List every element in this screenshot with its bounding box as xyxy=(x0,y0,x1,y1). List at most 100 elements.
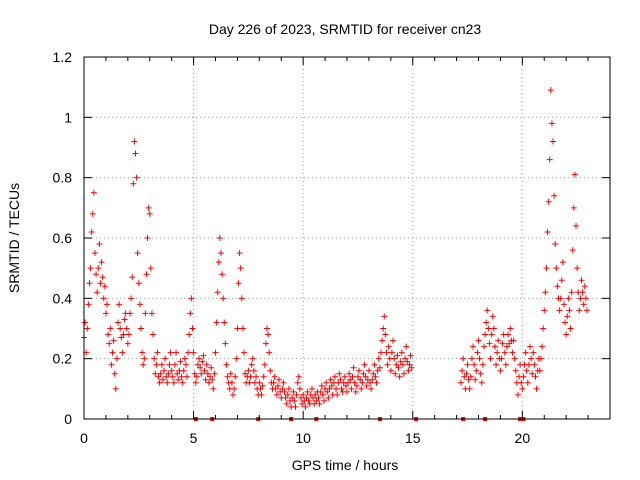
data-point xyxy=(408,364,415,371)
data-point xyxy=(227,370,234,377)
data-point xyxy=(91,250,98,257)
data-point xyxy=(196,355,203,362)
data-point xyxy=(371,361,378,368)
data-point xyxy=(201,367,208,374)
data-point xyxy=(145,204,152,211)
data-point xyxy=(359,379,366,386)
data-point xyxy=(318,382,325,389)
data-point xyxy=(240,349,247,356)
data-point xyxy=(498,355,505,362)
data-point xyxy=(406,361,413,368)
data-point xyxy=(313,397,320,404)
data-point xyxy=(152,370,159,377)
y-axis-title: SRMTID / TECUs xyxy=(6,183,22,293)
y-tick-label: 0.8 xyxy=(53,170,73,186)
data-point xyxy=(319,391,326,398)
data-point xyxy=(130,180,137,187)
data-point xyxy=(369,376,376,383)
x-tick-label: 10 xyxy=(295,430,311,446)
data-point xyxy=(326,385,333,392)
data-point xyxy=(530,349,537,356)
data-point xyxy=(391,355,398,362)
data-point xyxy=(104,301,111,308)
data-point xyxy=(116,301,123,308)
data-point xyxy=(163,373,170,380)
x-tick-labels: 0 5 10 15 20 xyxy=(80,430,530,446)
data-point xyxy=(125,331,132,338)
data-point xyxy=(202,376,209,383)
data-point xyxy=(146,210,153,217)
data-point xyxy=(463,370,470,377)
data-point xyxy=(352,388,359,395)
data-point xyxy=(297,394,304,401)
chart-title: Day 226 of 2023, SRMTID for receiver cn2… xyxy=(209,21,482,37)
data-point xyxy=(155,373,162,380)
data-point xyxy=(528,355,535,362)
data-point xyxy=(466,385,473,392)
data-point xyxy=(117,325,124,332)
data-point xyxy=(475,337,482,344)
data-point xyxy=(164,379,171,386)
data-point xyxy=(501,349,508,356)
data-point xyxy=(111,370,118,377)
data-point xyxy=(242,370,249,377)
data-points xyxy=(81,87,590,421)
data-point xyxy=(399,361,406,368)
data-point xyxy=(559,259,566,266)
data-point xyxy=(157,370,164,377)
data-point xyxy=(259,382,266,389)
data-point xyxy=(363,382,370,389)
data-point xyxy=(552,241,559,248)
y-tick-label: 0.2 xyxy=(53,351,73,367)
data-point xyxy=(284,391,291,398)
data-point xyxy=(574,265,581,272)
data-point xyxy=(112,385,119,392)
data-point xyxy=(185,349,192,356)
data-point xyxy=(141,355,148,362)
data-point xyxy=(129,274,136,281)
data-point xyxy=(403,343,410,350)
data-point xyxy=(479,361,486,368)
data-point xyxy=(348,385,355,392)
data-point xyxy=(219,271,226,278)
data-point xyxy=(476,355,483,362)
data-point xyxy=(230,391,237,398)
x-tick-label: 5 xyxy=(190,430,198,446)
data-point xyxy=(84,325,91,332)
data-point xyxy=(477,370,484,377)
data-point xyxy=(144,235,151,241)
data-point xyxy=(338,385,345,392)
data-point xyxy=(464,361,471,368)
data-point xyxy=(312,391,319,398)
data-point xyxy=(296,385,303,392)
data-point xyxy=(150,331,157,338)
data-point xyxy=(168,367,175,374)
data-point xyxy=(365,367,372,374)
data-point xyxy=(289,394,296,401)
data-point xyxy=(190,349,197,356)
data-point xyxy=(470,343,477,350)
data-point xyxy=(395,364,402,371)
data-point xyxy=(151,355,158,362)
data-point xyxy=(527,343,534,350)
data-point xyxy=(532,373,539,380)
data-point xyxy=(182,361,189,368)
data-point xyxy=(342,382,349,389)
data-point xyxy=(159,376,166,383)
data-point xyxy=(543,265,550,272)
data-point xyxy=(505,331,512,338)
data-point xyxy=(487,355,494,362)
data-point xyxy=(102,310,109,317)
data-point xyxy=(82,319,89,326)
data-point xyxy=(571,171,578,178)
data-point xyxy=(261,361,268,368)
data-point xyxy=(405,367,412,374)
data-point xyxy=(253,373,260,380)
data-point xyxy=(478,379,485,386)
data-point xyxy=(98,259,105,266)
data-point xyxy=(537,355,544,362)
data-point xyxy=(499,340,506,347)
data-point xyxy=(158,361,165,368)
